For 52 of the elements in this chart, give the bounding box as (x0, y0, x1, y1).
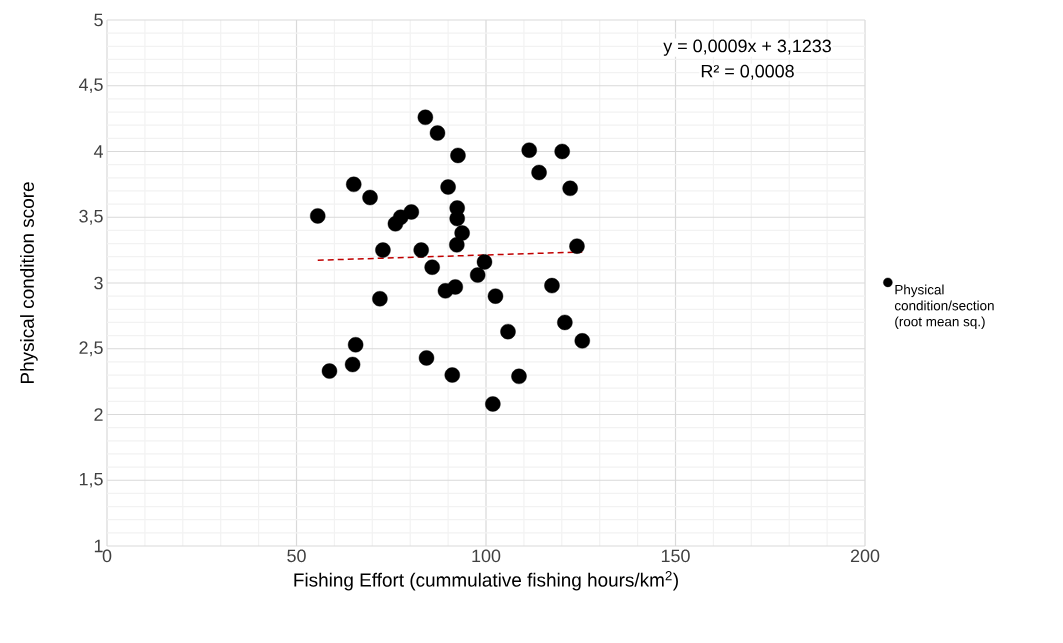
point (444, 367, 460, 383)
x-tick-label: 100 (472, 549, 501, 563)
point (544, 277, 560, 294)
point (372, 291, 388, 307)
point (403, 204, 420, 220)
y-tick-label: 1,5 (79, 472, 103, 488)
x-tick-label: 50 (287, 549, 306, 563)
x-tick-label: 150 (661, 549, 690, 563)
point (469, 267, 486, 283)
point (554, 143, 570, 160)
point (574, 333, 590, 349)
point (447, 279, 464, 295)
point (450, 147, 466, 164)
point (487, 288, 504, 304)
y-tick-label: 1 (94, 539, 103, 553)
point (449, 237, 465, 253)
point (476, 254, 493, 270)
point (569, 238, 585, 254)
point (500, 323, 516, 340)
point (346, 176, 362, 193)
point (521, 142, 537, 158)
point (375, 242, 391, 258)
y-tick-label: 2 (94, 408, 103, 421)
point (418, 350, 435, 366)
point (413, 242, 429, 258)
y-tick-label: 4,5 (78, 78, 103, 94)
point (429, 125, 446, 141)
point (344, 356, 361, 373)
point (562, 180, 578, 196)
y-tick-label: 3 (94, 276, 103, 290)
legend-label: Physical condition/section (root mean sq.) (894, 284, 994, 330)
x-tick-label: 0 (102, 549, 112, 563)
x-tick-label: 200 (850, 549, 880, 563)
point (310, 208, 326, 224)
point (440, 179, 456, 195)
y-tick-label: 2,5 (79, 341, 103, 357)
y-tick-label: 4 (93, 145, 103, 158)
y-tick-label: 5 (94, 13, 103, 27)
point (531, 164, 547, 181)
point (321, 363, 338, 379)
point (485, 396, 501, 412)
y-axis-title: Physical condition score (20, 182, 38, 383)
point (424, 259, 440, 275)
point (511, 368, 527, 385)
annotation: y = 0,0009x + 3,1233 (663, 39, 831, 56)
point (417, 109, 434, 125)
point (347, 337, 364, 353)
point (557, 314, 573, 331)
x-axis-title: Fishing Effort (cummulative fishing hours/km$^{2}$) (294, 571, 678, 591)
y-tick-label: 3,5 (79, 209, 103, 225)
point (362, 189, 378, 206)
annotation: R² = 0,0008 (701, 64, 794, 80)
